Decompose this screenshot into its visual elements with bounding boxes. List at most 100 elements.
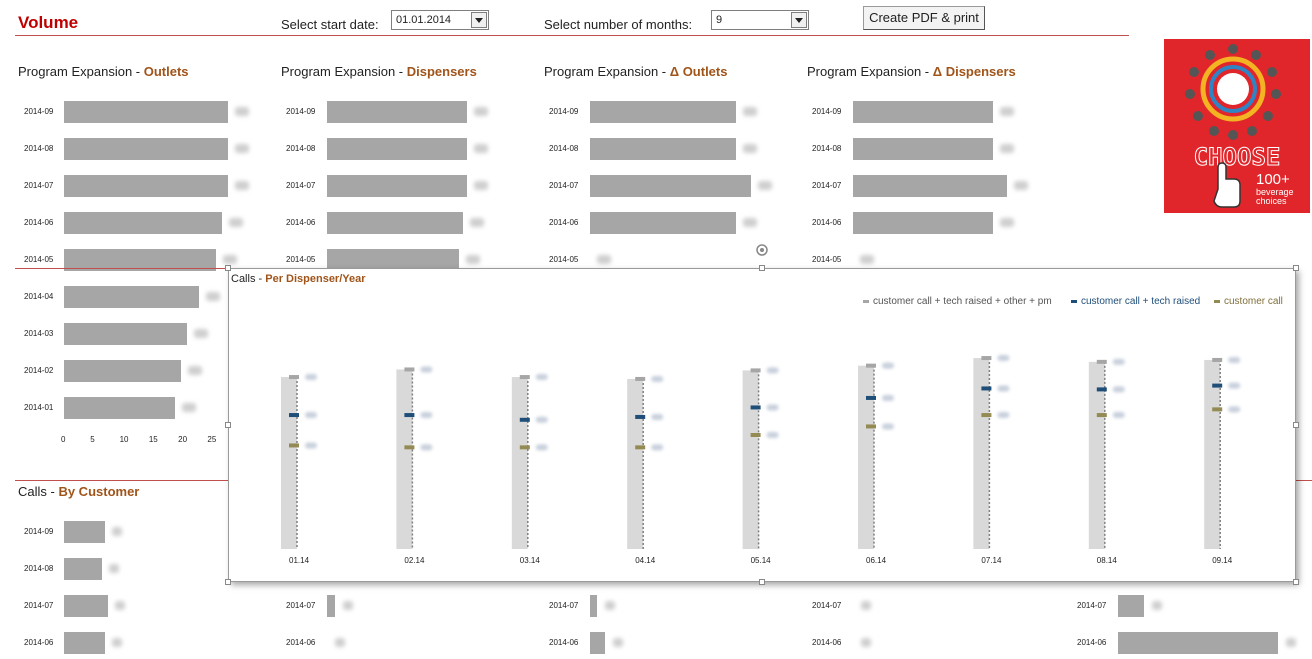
resize-handle[interactable] [225, 579, 231, 585]
months-dropdown[interactable]: 9 [711, 10, 809, 30]
resize-handle[interactable] [1293, 422, 1299, 428]
bar [64, 101, 228, 123]
blurred-value-label [420, 412, 433, 419]
row-label: 2014-06 [286, 218, 316, 227]
series-marker [404, 445, 415, 450]
bar [64, 175, 228, 197]
x-axis-tick: 15 [148, 435, 158, 444]
resize-handle[interactable] [759, 265, 765, 271]
resize-handle[interactable] [225, 265, 231, 271]
x-axis-tick: 5 [90, 435, 95, 444]
rotate-handle-icon[interactable] [754, 242, 770, 258]
series-marker [404, 413, 415, 418]
row-label: 2014-09 [24, 527, 54, 536]
series-marker [1212, 407, 1223, 412]
blurred-value-label [420, 366, 433, 373]
series-marker [981, 386, 992, 391]
row-label: 2014-06 [549, 638, 579, 647]
bar [64, 632, 105, 654]
resize-handle[interactable] [759, 579, 765, 585]
blurred-value-label [223, 255, 237, 264]
calls-section-divider [15, 480, 228, 481]
resize-handle[interactable] [1293, 579, 1299, 585]
series-marker [981, 413, 992, 418]
blurred-value-label [470, 218, 484, 227]
series-marker [1212, 383, 1223, 388]
resize-handle[interactable] [1293, 265, 1299, 271]
row-label: 2014-09 [549, 107, 579, 116]
bar [590, 212, 736, 234]
blurred-value-label [335, 638, 345, 647]
bar [327, 212, 463, 234]
x-axis-tick: 08.14 [1097, 556, 1118, 565]
row-label: 2014-06 [812, 218, 842, 227]
row-label: 2014-07 [24, 601, 54, 610]
bar [64, 212, 222, 234]
blurred-value-label [1228, 382, 1241, 389]
series-marker [635, 376, 646, 381]
bar [590, 175, 751, 197]
blurred-value-label [109, 564, 119, 573]
background-bar [281, 377, 297, 549]
row-label: 2014-05 [286, 255, 316, 264]
panel-title: Program Expansion - Dispensers [281, 64, 477, 79]
series-marker [635, 445, 646, 450]
blurred-value-label [474, 144, 488, 153]
row-label: 2014-08 [24, 144, 54, 153]
bar [64, 558, 102, 580]
create-pdf-button[interactable]: Create PDF & print [863, 6, 985, 30]
start-date-value: 01.01.2014 [396, 14, 452, 26]
blurred-value-label [112, 527, 122, 536]
panel-title-highlight: Δ Outlets [669, 64, 728, 79]
row-label: 2014-08 [812, 144, 842, 153]
row-label: 2014-08 [24, 564, 54, 573]
series-marker [519, 445, 530, 450]
series-marker [1096, 359, 1107, 364]
chevron-down-icon[interactable] [791, 12, 807, 28]
start-date-dropdown[interactable]: 01.01.2014 [391, 10, 489, 30]
blurred-value-label [420, 444, 433, 451]
months-value: 9 [716, 14, 723, 26]
row-label: 2014-09 [812, 107, 842, 116]
bar [853, 101, 993, 123]
panel-title-highlight: Outlets [143, 64, 189, 79]
bar [327, 595, 335, 617]
legend-item: customer call + tech raised + other + pm [863, 296, 1052, 307]
calls-section-divider-left [15, 268, 243, 269]
panel-title-prefix: Program Expansion - [807, 64, 933, 79]
blurred-value-label [882, 423, 894, 430]
blurred-value-label [188, 366, 202, 375]
series-marker [866, 395, 876, 400]
overlay-chart-title: Calls - Per Dispenser/Year [231, 273, 366, 285]
row-label: 2014-07 [812, 601, 842, 610]
legend-marker-icon [863, 299, 869, 303]
overlay-title-highlight: Per Dispenser/Year [265, 273, 366, 285]
chevron-down-icon[interactable] [471, 12, 487, 28]
background-bar [511, 377, 528, 549]
bar [1118, 595, 1144, 617]
blurred-value-label [766, 432, 779, 438]
x-axis-tick: 07.14 [981, 556, 1002, 565]
pointing-hand-icon [1213, 162, 1241, 208]
calls-title-highlight: By Customer [58, 484, 140, 499]
panel-title-prefix: Program Expansion - [544, 64, 670, 79]
row-label: 2014-08 [286, 144, 316, 153]
legend-marker-icon [1214, 299, 1220, 303]
blurred-value-label [1014, 181, 1028, 190]
row-label: 2014-03 [24, 329, 54, 338]
resize-handle[interactable] [225, 422, 231, 428]
blurred-value-label [651, 413, 664, 420]
series-marker [1096, 413, 1107, 418]
calls-per-dispenser-chart[interactable]: Calls - Per Dispenser/Year customer call… [228, 268, 1296, 582]
blurred-value-label [651, 444, 664, 451]
background-bar [1088, 361, 1105, 549]
row-label: 2014-07 [286, 601, 316, 610]
logo-sub-text-1: 100+ [1256, 171, 1290, 188]
bar [327, 249, 459, 271]
series-marker [404, 367, 415, 372]
bar [64, 360, 181, 382]
blurred-value-label [1112, 386, 1125, 393]
blurred-value-label [466, 255, 480, 264]
blurred-value-label [1228, 406, 1241, 413]
bar [590, 595, 597, 617]
